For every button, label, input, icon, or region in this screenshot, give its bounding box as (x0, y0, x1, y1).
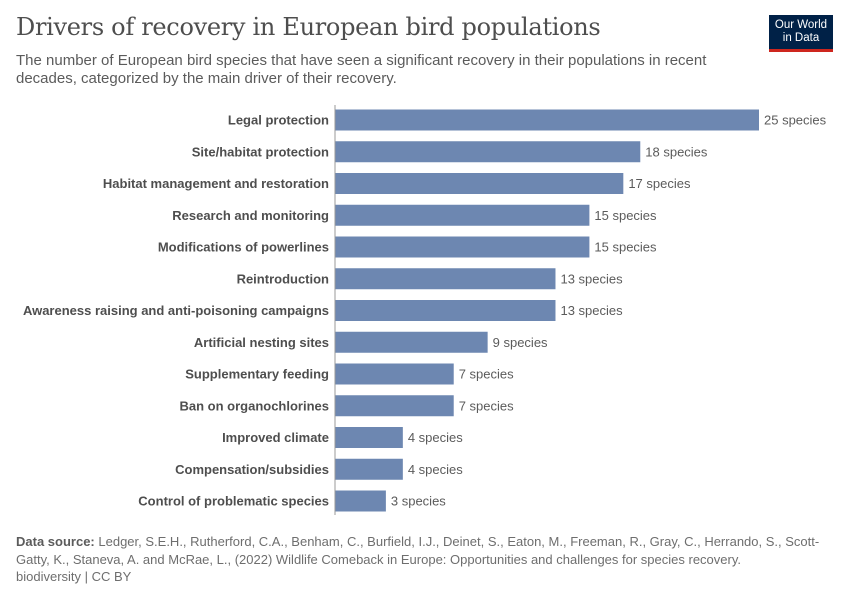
bar[interactable] (335, 363, 454, 385)
category-label: Artificial nesting sites (194, 335, 329, 350)
value-label: 25 species (764, 113, 827, 128)
category-label: Awareness raising and anti-poisoning cam… (23, 303, 329, 318)
value-label: 15 species (594, 240, 657, 255)
license-text: biodiversity | CC BY (16, 569, 132, 584)
category-label: Legal protection (228, 113, 329, 128)
category-label: Control of problematic species (138, 494, 329, 509)
category-label: Supplementary feeding (185, 367, 329, 382)
bar[interactable] (335, 109, 759, 131)
value-label: 18 species (645, 144, 708, 159)
owid-logo[interactable]: Our World in Data (769, 15, 833, 52)
bar[interactable] (335, 173, 624, 194)
bar[interactable] (335, 427, 403, 448)
bar[interactable] (335, 300, 556, 321)
value-label: 7 species (459, 367, 514, 382)
logo-line2: in Data (782, 32, 820, 44)
value-label: 3 species (391, 494, 446, 509)
value-label: 17 species (628, 176, 691, 191)
category-label: Reintroduction (237, 271, 329, 286)
bar[interactable] (335, 236, 590, 258)
chart-title: Drivers of recovery in European bird pop… (16, 13, 601, 41)
bar[interactable] (335, 204, 590, 226)
category-label: Site/habitat protection (192, 144, 329, 159)
category-label: Habitat management and restoration (103, 176, 329, 191)
value-label: 15 species (594, 208, 657, 223)
category-label: Ban on organochlorines (179, 398, 329, 413)
category-label: Modifications of powerlines (158, 240, 329, 255)
bar[interactable] (335, 331, 488, 353)
value-label: 4 species (408, 462, 463, 477)
bar[interactable] (335, 141, 641, 163)
category-label: Improved climate (222, 430, 329, 445)
source-text: Ledger, S.E.H., Rutherford, C.A., Benham… (16, 534, 820, 567)
category-label: Research and monitoring (172, 208, 329, 223)
bar[interactable] (335, 458, 403, 480)
value-label: 13 species (560, 271, 623, 286)
value-label: 13 species (560, 303, 623, 318)
logo-line1: Our World (774, 19, 828, 31)
category-label: Compensation/subsidies (175, 462, 329, 477)
chart-subtitle: The number of European bird species that… (16, 52, 707, 87)
bar[interactable] (335, 490, 386, 512)
value-label: 9 species (493, 335, 548, 350)
data-source: Data source: Ledger, S.E.H., Rutherford,… (16, 533, 836, 569)
source-label: Data source: (16, 534, 95, 549)
value-label: 7 species (459, 398, 514, 413)
bar[interactable] (335, 268, 556, 290)
value-label: 4 species (408, 430, 463, 445)
bar[interactable] (335, 395, 454, 417)
